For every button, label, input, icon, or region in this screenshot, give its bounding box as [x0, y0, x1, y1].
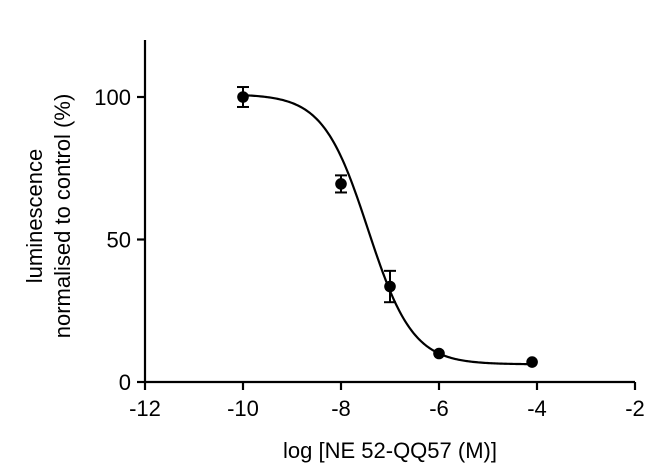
x-tick-label: -12 [129, 396, 161, 421]
data-point [335, 178, 347, 190]
data-point [526, 356, 538, 368]
y-tick-label: 0 [119, 370, 131, 395]
y-axis-label-line-2: normalised to control (%) [50, 94, 75, 339]
data-points-layer [237, 86, 538, 368]
fit-curve-line [242, 94, 533, 366]
x-tick-label: -8 [331, 396, 351, 421]
y-axis-label-line-1: luminescence [22, 149, 47, 284]
data-point [384, 280, 396, 293]
x-tick-label: -2 [625, 396, 645, 421]
x-axis-label: log [NE 52-QQ57 (M)] [283, 438, 497, 463]
axes-layer: -12 -10 -8 -6 -4 -2 0 50 100 [94, 40, 645, 421]
data-point [237, 91, 249, 103]
fit-curve-layer [242, 94, 533, 366]
data-point [433, 347, 445, 360]
y-tick-label: 100 [94, 85, 131, 110]
x-tick-label: -6 [429, 396, 449, 421]
x-tick-label: -4 [527, 396, 547, 421]
y-tick-label: 50 [107, 228, 131, 253]
x-tick-label: -10 [227, 396, 259, 421]
